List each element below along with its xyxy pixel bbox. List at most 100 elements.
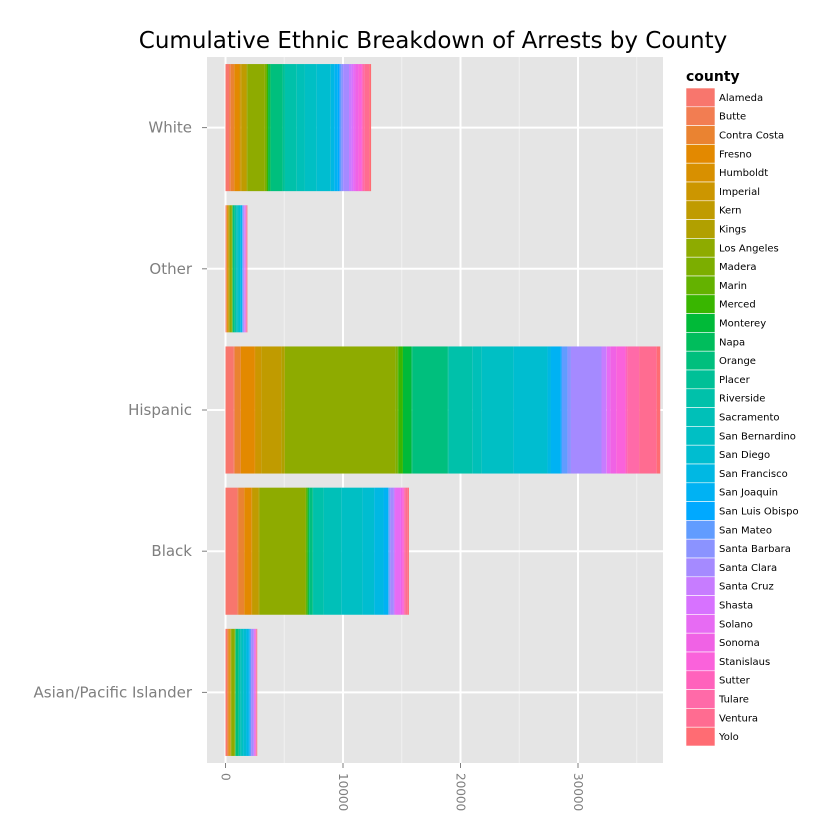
legend-label: Monterey	[719, 319, 766, 330]
legend-key	[685, 332, 716, 352]
legend-key	[685, 369, 716, 390]
bar-segment	[251, 628, 254, 756]
legend-label: San Bernardino	[719, 431, 796, 442]
bar-segment	[402, 346, 412, 474]
bar-segment	[284, 64, 297, 192]
bar-segment	[240, 628, 242, 756]
bar-segment	[225, 346, 234, 474]
legend-label: Kings	[719, 225, 746, 236]
value-tick-label: 10000	[336, 773, 350, 811]
legend-key	[685, 313, 716, 333]
bar-segment	[656, 346, 661, 474]
bar-segment	[282, 64, 285, 192]
legend-label: Merced	[719, 300, 756, 311]
bar-segment	[448, 346, 473, 474]
bar-segment	[229, 205, 232, 333]
legend-key	[685, 407, 716, 427]
legend-label: Santa Barbara	[719, 544, 791, 555]
legend-key	[685, 200, 716, 220]
bar-segment	[550, 346, 561, 474]
bar-segment	[361, 64, 363, 192]
bar-segment	[389, 487, 391, 615]
bar-segment	[561, 346, 568, 474]
bar-segment	[268, 64, 270, 192]
value-axis: 0 10000 20000 30000	[219, 763, 585, 811]
bar-segment	[234, 346, 241, 474]
bar-segment	[227, 628, 229, 756]
category-label: White	[148, 119, 192, 137]
bar-segment	[616, 346, 626, 474]
bar-segment	[405, 487, 408, 615]
bar-segment	[606, 346, 607, 474]
bar-segment	[225, 628, 228, 756]
bar-segment	[341, 487, 363, 615]
category-label: Hispanic	[128, 401, 192, 419]
legend-label: San Diego	[719, 450, 770, 461]
category-label: Black	[151, 542, 192, 560]
bar-segment	[606, 346, 611, 474]
legend-key	[685, 294, 716, 314]
bar-segment	[254, 346, 256, 474]
bar-segment	[266, 64, 269, 192]
bar-segment	[231, 628, 235, 756]
bar-segment	[249, 628, 251, 756]
bar-segment	[304, 64, 317, 192]
legend-title: county	[686, 69, 740, 85]
chart-title: Cumulative Ethnic Breakdown of Arrests b…	[139, 28, 727, 54]
legend-key	[685, 350, 716, 371]
bar-segment	[230, 628, 231, 756]
bar-segment	[241, 205, 243, 333]
bar-segment	[560, 346, 562, 474]
legend-key	[685, 557, 716, 578]
legend-label: Marin	[719, 281, 747, 292]
legend-key	[685, 670, 716, 690]
bar-segment	[252, 487, 259, 615]
legend-key	[685, 256, 716, 277]
bar-segment	[244, 205, 246, 333]
legend-label: Yolo	[718, 732, 739, 743]
bar-segment	[404, 487, 406, 615]
bar-segment	[296, 64, 305, 192]
legend-key	[685, 219, 716, 239]
bar-segment	[337, 64, 340, 192]
bar-segment	[358, 64, 362, 192]
bar-segment	[251, 487, 252, 615]
legend-label: Sacramento	[719, 413, 779, 424]
bar-segment	[270, 64, 283, 192]
bar-segment	[393, 487, 395, 615]
bar-segment	[228, 205, 230, 333]
legend-key	[685, 632, 716, 653]
bar-segment	[234, 64, 240, 192]
bar-segment	[390, 487, 394, 615]
legend-key	[685, 275, 716, 296]
bars	[225, 64, 661, 756]
category-label: Other	[149, 260, 192, 278]
legend-key	[685, 463, 716, 484]
legend-label: Kern	[719, 206, 742, 217]
bar-segment	[266, 64, 267, 192]
bar-segment	[369, 64, 372, 192]
bar-segment	[388, 487, 390, 615]
category-label: Asian/Pacific Islander	[34, 683, 193, 701]
bar-segment	[235, 205, 237, 333]
bar-segment	[241, 64, 247, 192]
bar-segment	[330, 64, 335, 192]
legend-key	[685, 482, 716, 502]
bar-segment	[261, 346, 282, 474]
value-tick-label: 0	[219, 773, 233, 781]
legend-key	[685, 426, 716, 446]
bar-segment	[243, 205, 245, 333]
legend-key	[685, 708, 716, 728]
legend-key	[685, 388, 716, 408]
bar-segment	[230, 64, 235, 192]
bar-segment	[402, 487, 404, 615]
legend-label: San Joaquin	[719, 488, 778, 499]
bar-segment	[248, 628, 250, 756]
legend-label: Alameda	[719, 93, 763, 104]
bar-segment	[316, 64, 331, 192]
bar-segment	[259, 487, 306, 615]
legend-label: Ventura	[719, 713, 758, 724]
legend-label: Santa Clara	[719, 563, 777, 574]
bar-segment	[251, 487, 253, 615]
